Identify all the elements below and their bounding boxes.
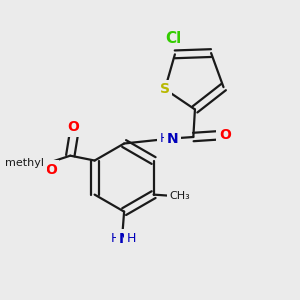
Text: H: H [159, 132, 169, 145]
Text: O: O [67, 121, 79, 134]
Text: O: O [219, 128, 231, 142]
Text: H: H [127, 232, 136, 245]
Text: S: S [160, 82, 170, 96]
Text: H: H [111, 232, 120, 245]
Text: CH₃: CH₃ [170, 191, 190, 201]
Text: Cl: Cl [165, 31, 182, 46]
Text: N: N [167, 132, 178, 145]
Text: methyl: methyl [5, 158, 44, 168]
Text: N: N [118, 232, 130, 246]
Text: methyl: methyl [5, 158, 44, 168]
Text: O: O [45, 163, 57, 177]
